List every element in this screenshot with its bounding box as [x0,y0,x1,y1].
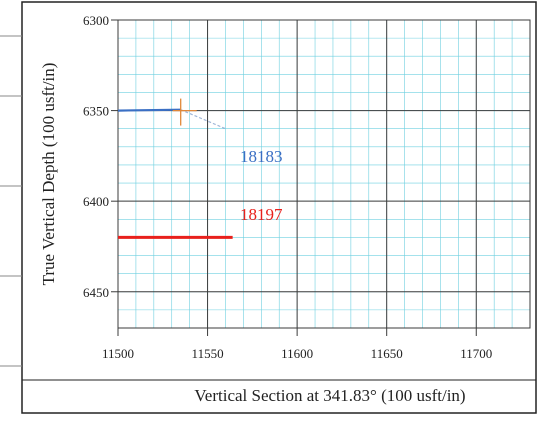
series-label-18183: 18183 [240,147,283,166]
y-axis-label: True Vertical Depth (100 usft/in) [39,63,58,286]
series-layer [117,98,233,239]
y-tick-label: 6300 [83,13,109,28]
x-axis-label: Vertical Section at 341.83° (100 usft/in… [194,386,465,405]
plot-frame [117,19,531,329]
outer-frame [0,1,537,414]
ticks-layer: 11500 11550 11600 11650 11700 6300 6350 6400 645… [83,13,492,361]
x-tick-label: 11700 [460,346,492,361]
y-tick-label: 6400 [83,194,109,209]
x-tick-label: 11550 [192,346,224,361]
y-tick-label: 6450 [83,285,109,300]
series-18183-projection [180,109,226,130]
labels-layer: 18183 18197 Vertical Section at 341.83° (1… [39,63,466,405]
series-18183-marker [172,98,197,126]
major-grid [117,19,531,329]
x-tick-label: 11500 [102,346,134,361]
x-tick-label: 11650 [371,346,403,361]
y-tick-label: 6350 [83,104,109,119]
outer-border [21,1,537,414]
series-label-18197: 18197 [240,205,283,224]
series-18183-line [117,108,181,112]
minor-grid [117,19,531,329]
x-tick-label: 11600 [281,346,313,361]
